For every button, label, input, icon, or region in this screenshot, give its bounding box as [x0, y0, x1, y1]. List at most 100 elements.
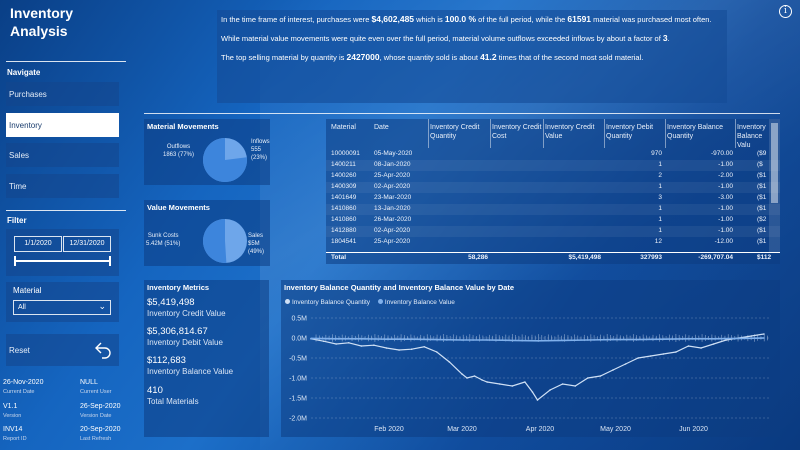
data-point	[637, 338, 639, 341]
column-divider	[665, 119, 666, 148]
table-cell: ($1	[757, 183, 767, 190]
data-point	[436, 351, 438, 353]
y-tick-label: 0.0M	[291, 336, 307, 343]
table-row[interactable]: 1412880 02-Apr-2020 1 -1.00 ($1	[326, 226, 780, 237]
table-row[interactable]: 1400260 25-Apr-2020 2 -2.00 ($1	[326, 171, 780, 182]
data-point	[599, 375, 602, 377]
inflows-label: Inflows 555 (23%)	[251, 139, 270, 161]
date-slider-end-handle[interactable]	[109, 256, 111, 266]
metric-total-materials: 410	[147, 385, 163, 396]
data-point	[498, 383, 501, 385]
nav-purchases-button[interactable]: Purchases	[6, 82, 119, 106]
data-point	[466, 377, 468, 379]
nav-inventory-button[interactable]: Inventory	[6, 113, 119, 137]
col-header-credit-cost[interactable]: Inventory Credit Cost	[492, 124, 542, 140]
data-point	[373, 344, 375, 346]
table-cell: 2	[658, 172, 662, 179]
table-cell: ($2	[757, 216, 767, 223]
table-cell: 08-Jan-2020	[374, 161, 411, 168]
material-select[interactable]: All ⌄	[13, 300, 111, 315]
table-row[interactable]: 1410860 26-Mar-2020 1 -1.00 ($2	[326, 215, 780, 226]
nav-sales-button[interactable]: Sales	[6, 143, 119, 167]
material-movements-title: Material Movements	[147, 122, 219, 131]
table-cell: 26-Mar-2020	[374, 216, 412, 223]
x-tick-label: Jun 2020	[679, 426, 708, 433]
y-tick-label: -1.0M	[289, 376, 307, 383]
table-cell: -12.00	[714, 238, 733, 245]
legend-item-value[interactable]: Inventory Balance Value	[377, 299, 455, 306]
col-header-balance-value[interactable]: Inventory Balance Valu	[737, 124, 766, 149]
table-cell: 1	[658, 183, 662, 190]
table-cell: 1	[658, 216, 662, 223]
table-cell: -3.00	[718, 194, 733, 201]
table-cell: ($9	[757, 150, 767, 157]
table-vertical-scrollbar[interactable]	[769, 119, 780, 252]
legend-item-quantity[interactable]: Inventory Balance Quantity	[285, 299, 370, 306]
app-title: Inventory Analysis	[10, 5, 74, 39]
data-point	[700, 347, 702, 349]
info-icon[interactable]: i	[779, 5, 792, 18]
table-cell: 1401649	[331, 194, 357, 201]
outflows-label: Outflows 1863 (77%)	[163, 144, 195, 158]
data-point	[335, 343, 337, 345]
data-point	[461, 373, 463, 375]
col-header-debit-quantity[interactable]: Inventory Debit Quantity	[606, 124, 654, 140]
data-point	[385, 338, 388, 340]
table-row[interactable]: 1400211 08-Jan-2020 1 -1.00 ($	[326, 160, 780, 171]
metric-credit-value-label: Inventory Credit Value	[147, 309, 226, 318]
table-row[interactable]: 1804541 25-Apr-2020 12 -12.00 ($1	[326, 237, 780, 248]
data-point	[587, 377, 589, 379]
reset-button[interactable]: Reset	[6, 334, 119, 366]
date-from-input[interactable]: 1/1/2020	[14, 236, 62, 252]
data-point	[410, 338, 413, 340]
version-date-label: Version Date	[80, 413, 112, 419]
metric-credit-value: $5,419,498	[147, 297, 195, 308]
data-point	[662, 353, 665, 355]
data-point	[725, 339, 728, 341]
date-slider-start-handle[interactable]	[14, 256, 16, 266]
table-cell: -2.00	[718, 172, 733, 179]
insight-purchases: In the time frame of interest, purchases…	[221, 14, 712, 24]
table-row[interactable]: 1410860 13-Jan-2020 1 -1.00 ($1	[326, 204, 780, 215]
table-cell: ($1	[757, 194, 767, 201]
col-header-credit-quantity[interactable]: Inventory Credit Quantity	[430, 124, 480, 140]
metric-balance-value-label: Inventory Balance Value	[147, 367, 234, 376]
col-header-balance-quantity[interactable]: Inventory Balance Quantity	[667, 124, 724, 140]
table-cell: 1	[658, 205, 662, 212]
inventory-metrics-card: Inventory Metrics $5,419,498 Inventory C…	[144, 280, 269, 437]
table-row[interactable]: 1400309 02-Apr-2020 1 -1.00 ($1	[326, 182, 780, 193]
nav-time-button[interactable]: Time	[6, 174, 119, 198]
col-header-credit-value[interactable]: Inventory Credit Value	[545, 124, 595, 140]
material-filter: Material All ⌄	[6, 282, 119, 322]
insight-top-material: The top selling material by quantity is …	[221, 52, 644, 62]
table-row[interactable]: 1401649 23-Mar-2020 3 -3.00 ($1	[326, 193, 780, 204]
data-point	[712, 338, 715, 340]
col-header-material[interactable]: Material	[331, 124, 356, 131]
inventory-table: Material Date Inventory Credit Quantity …	[326, 119, 780, 264]
data-point	[531, 391, 534, 393]
col-header-date[interactable]: Date	[374, 124, 389, 131]
value-movements-pie[interactable]	[202, 218, 248, 264]
data-point	[410, 348, 413, 350]
data-point	[574, 385, 577, 387]
table-total-row: Total 58,286 $5,419,498 327993 -269,707.…	[326, 252, 780, 264]
y-tick-label: -1.5M	[289, 396, 307, 403]
date-to-input[interactable]: 12/31/2020	[63, 236, 111, 252]
balance-line-chart[interactable]: 0.5M 0.0M -0.5M -1.0M -1.5M -2.0M Feb 2020 Mar …	[281, 308, 780, 437]
data-point	[398, 349, 400, 351]
data-point	[536, 399, 539, 401]
sunk-costs-label: Sunk Costs 5.42M (51%)	[146, 233, 181, 247]
metric-debit-value-label: Inventory Debit Value	[147, 338, 223, 347]
table-cell: 1	[658, 161, 662, 168]
table-cell: 3	[658, 194, 662, 201]
material-movements-pie[interactable]	[202, 137, 248, 183]
table-row[interactable]: 10000091 05-May-2020 970 -970.00 ($9	[326, 149, 780, 160]
chevron-down-icon: ⌄	[98, 301, 106, 311]
table-cell: 1400211	[331, 161, 356, 168]
date-slider-track[interactable]	[14, 260, 111, 262]
table-cell: 02-Apr-2020	[374, 183, 411, 190]
scroll-thumb[interactable]	[771, 123, 778, 203]
table-cell: 1410860	[331, 216, 357, 223]
total-credit-value: $5,419,498	[568, 254, 601, 261]
y-tick-label: -0.5M	[289, 356, 307, 363]
